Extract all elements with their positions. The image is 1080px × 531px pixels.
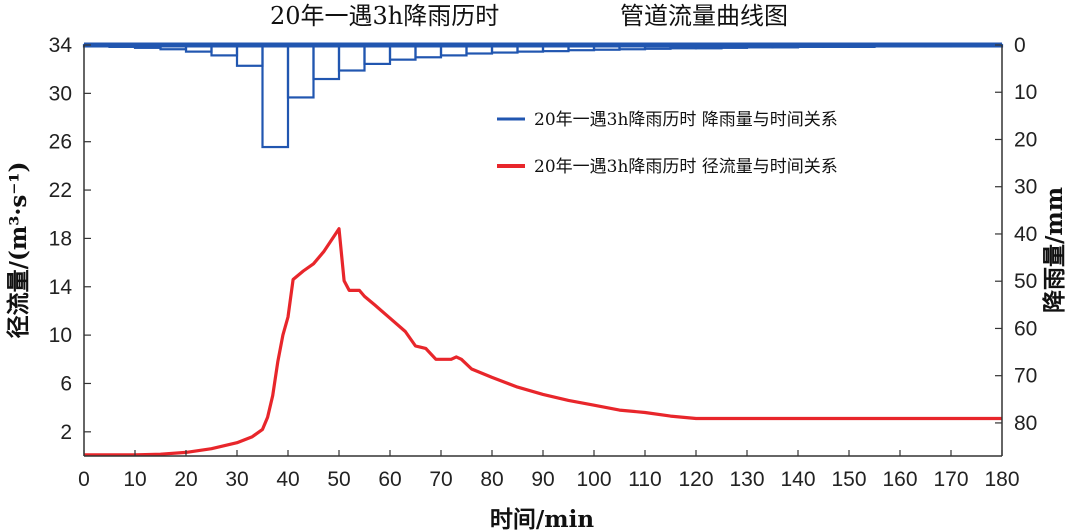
chart-title-right: 管道流量曲线图 <box>620 2 788 30</box>
rainfall-bar-8 <box>286 43 315 99</box>
x-axis-label: 时间/min <box>490 506 594 531</box>
y-right-tick-label-40: 40 <box>1014 223 1037 246</box>
rainfall-bar-9 <box>312 43 341 81</box>
x-tick-label-90: 90 <box>531 468 554 491</box>
y-right-tick-label-50: 50 <box>1014 270 1037 293</box>
y-right-tick-label-60: 60 <box>1014 317 1037 340</box>
y-right-tick-label-70: 70 <box>1014 365 1037 388</box>
y-left-tick-label-18: 18 <box>49 227 72 250</box>
x-tick-label-170: 170 <box>933 468 968 491</box>
x-tick-label-100: 100 <box>576 468 611 491</box>
y-right-axis-label: 降雨量/mm <box>1041 187 1068 313</box>
legend: 20年一遇3h降雨历时 降雨量与时间关系 20年一遇3h降雨历时 径流量与时间关… <box>497 110 838 177</box>
legend-label-rainfall: 20年一遇3h降雨历时 降雨量与时间关系 <box>534 110 838 130</box>
x-tick-label-50: 50 <box>327 468 350 491</box>
y-left-tick-label-30: 30 <box>49 82 72 105</box>
x-tick-label-110: 110 <box>628 468 661 491</box>
y-right-tick-label-80: 80 <box>1014 412 1037 435</box>
rainfall-bars <box>82 42 1004 149</box>
y-left-tick-label-26: 26 <box>49 131 72 154</box>
y-right-tick-label-10: 10 <box>1014 81 1037 104</box>
x-tick-label-10: 10 <box>123 468 146 491</box>
y-left-tick-label-6: 6 <box>60 372 72 395</box>
runoff-line <box>84 227 1002 457</box>
x-tick-label-80: 80 <box>480 468 503 491</box>
x-tick-label-30: 30 <box>225 468 248 491</box>
x-axis-ticks: 0 10 20 30 40 50 60 70 80 90 100 110 120 130 140 150 160… <box>78 450 1020 491</box>
x-tick-label-150: 150 <box>831 468 866 491</box>
y-left-tick-label-14: 14 <box>49 276 73 299</box>
x-tick-label-20: 20 <box>174 468 197 491</box>
chart-title-left: 20年一遇3h降雨历时 <box>270 2 499 30</box>
y-left-axis-label: 径流量/(m³·s⁻¹) <box>5 162 32 339</box>
x-tick-label-40: 40 <box>276 468 299 491</box>
x-tick-label-140: 140 <box>780 468 815 491</box>
x-tick-label-120: 120 <box>678 468 713 491</box>
y-left-tick-label-22: 22 <box>49 179 72 202</box>
y-right-tick-label-20: 20 <box>1014 128 1037 151</box>
rainfall-bar-7 <box>261 43 290 149</box>
y-right-tick-label-30: 30 <box>1014 176 1037 199</box>
rainfall-bar-11 <box>363 43 392 65</box>
rainfall-bar-10 <box>337 43 366 72</box>
y-left-tick-label-10: 10 <box>49 324 72 347</box>
x-tick-label-130: 130 <box>729 468 764 491</box>
y-left-tick-label-34: 34 <box>49 34 73 57</box>
legend-label-runoff: 20年一遇3h降雨历时 径流量与时间关系 <box>534 157 838 177</box>
x-tick-label-0: 0 <box>78 468 90 491</box>
x-tick-label-60: 60 <box>378 468 401 491</box>
y-right-axis-ticks: 0 10 20 30 40 50 60 70 80 <box>995 34 1037 435</box>
x-tick-label-160: 160 <box>882 468 917 491</box>
x-tick-label-70: 70 <box>429 468 452 491</box>
x-tick-label-180: 180 <box>984 468 1019 491</box>
rainfall-bar-6 <box>235 43 264 67</box>
y-right-tick-label-0: 0 <box>1014 34 1026 57</box>
runoff-series <box>84 227 1002 457</box>
y-left-tick-label-2: 2 <box>60 421 72 444</box>
